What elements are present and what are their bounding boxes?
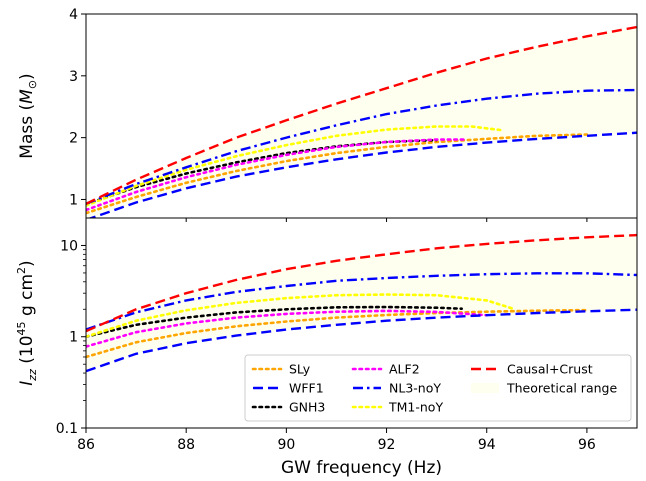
inertia-plot-area bbox=[86, 233, 637, 373]
inertia-axes-frame bbox=[85, 217, 638, 429]
mass-y-axis-label: Mass (M⊙) bbox=[17, 73, 39, 158]
mass-series-sly bbox=[86, 133, 589, 215]
mass-series-alf2 bbox=[86, 138, 468, 212]
x-tick-label: 90 bbox=[277, 437, 295, 453]
inertia-panel: 0.1 1 10 Izz (1045 g cm2) bbox=[15, 217, 638, 437]
inertia-series-alf2 bbox=[86, 309, 488, 348]
legend-swatch-theoretical-range bbox=[471, 383, 499, 393]
x-axis: 86 88 90 92 94 96 bbox=[77, 218, 596, 453]
mass-series-nl3-noy bbox=[86, 88, 637, 205]
inertia-series-wff1 bbox=[86, 308, 637, 373]
legend: SLy WFF1 GNH3 ALF2 NL3-noY TM1-noY Causal+Crus… bbox=[244, 354, 632, 422]
x-tick-label: 86 bbox=[77, 437, 95, 453]
mass-y-tick-label: 3 bbox=[69, 69, 78, 85]
inertia-series-gnh3 bbox=[86, 305, 463, 338]
inertia-series-sly bbox=[86, 308, 589, 359]
mass-y-ticks: 1 2 3 4 bbox=[69, 7, 86, 208]
inertia-y-tick-label: 10 bbox=[60, 238, 78, 254]
mass-plot-area bbox=[86, 25, 637, 218]
inertia-y-tick-label: 1 bbox=[69, 330, 78, 346]
inertia-y-tick-label: 0.1 bbox=[56, 421, 78, 437]
x-tick-label: 96 bbox=[578, 437, 596, 453]
mass-series-causal-crust bbox=[86, 25, 637, 205]
x-axis-label: GW frequency (Hz) bbox=[281, 458, 442, 478]
x-tick-label: 94 bbox=[478, 437, 496, 453]
legend-label-theoretical-range: Theoretical range bbox=[506, 381, 617, 396]
mass-y-tick-label: 4 bbox=[69, 7, 78, 23]
mass-theoretical-range-band bbox=[86, 27, 637, 218]
legend-label-nl3-noy: NL3-noY bbox=[389, 381, 441, 396]
mass-series-wff1 bbox=[87, 131, 637, 218]
legend-label-tm1-noy: TM1-noY bbox=[388, 400, 443, 415]
legend-label-wff1: WFF1 bbox=[289, 381, 324, 396]
legend-label-alf2: ALF2 bbox=[389, 362, 420, 377]
inertia-frame-rect bbox=[85, 217, 638, 429]
x-tick-label: 92 bbox=[378, 437, 396, 453]
mass-y-tick-label: 2 bbox=[69, 131, 78, 147]
inertia-theoretical-range-band bbox=[86, 235, 637, 372]
inertia-series-tm1-noy bbox=[86, 293, 514, 338]
x-tick-label: 88 bbox=[177, 437, 195, 453]
inertia-y-axis-label: Izz (1045 g cm2) bbox=[15, 260, 39, 385]
legend-label-causal-crust: Causal+Crust bbox=[507, 362, 593, 377]
inertia-series-nl3-noy bbox=[86, 272, 637, 331]
inertia-series-causal-crust bbox=[86, 233, 637, 333]
inertia-y-ticks: 0.1 1 10 bbox=[56, 238, 86, 437]
legend-label-sly: SLy bbox=[289, 362, 311, 377]
mass-series-tm1-noy bbox=[86, 125, 504, 207]
mass-y-tick-label: 1 bbox=[69, 192, 78, 208]
mass-panel: 1 2 3 4 Mass (M⊙) bbox=[17, 7, 638, 219]
legend-label-gnh3: GNH3 bbox=[289, 400, 325, 415]
legend-box bbox=[244, 354, 632, 422]
